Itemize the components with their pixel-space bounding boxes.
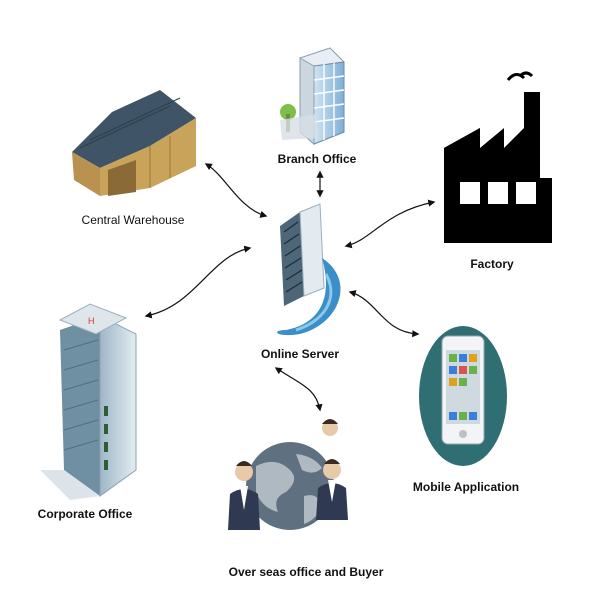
connectors [144,163,436,412]
overseas-label: Over seas office and Buyer [228,565,384,579]
corporate-office-label: Corporate Office [37,507,133,521]
businessman-icon [228,461,260,530]
businessman-icon [316,419,348,520]
arrow-warehouse-server [204,163,268,218]
branch-office-label: Branch Office [277,152,357,166]
globe-icon [246,442,334,530]
factory-label: Factory [470,257,514,271]
arrow-factory-server [344,199,436,249]
factory-icon [444,71,552,243]
arrow-overseas-server [274,367,323,412]
arrow-corporate-server [144,245,252,319]
tower-icon: H [40,303,137,500]
smartphone-icon [419,326,507,466]
arrow-mobile-server [348,290,420,338]
svg-text:H: H [88,316,95,326]
branch-office-icon [280,47,345,146]
central-warehouse-label: Central Warehouse [81,213,185,227]
mobile-application-label: Mobile Application [412,480,520,494]
online-server-label: Online Server [260,347,340,361]
server-icon [277,203,341,336]
warehouse-icon [72,90,196,196]
